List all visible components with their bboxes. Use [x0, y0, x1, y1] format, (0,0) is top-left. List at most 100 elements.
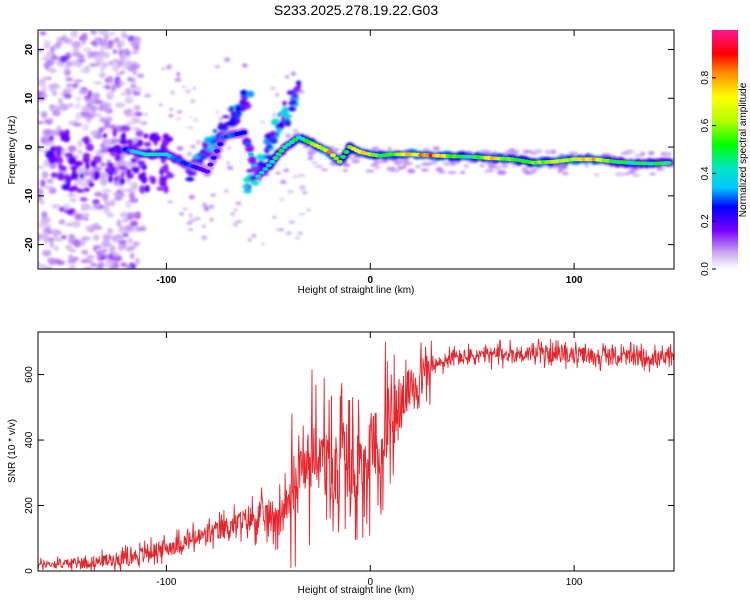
colorbar-tick-label: 0.8: [700, 70, 711, 84]
spectral-noise-cell: [51, 82, 59, 90]
spectral-energy-cell: [68, 186, 75, 193]
spectral-energy-cell: [242, 185, 250, 189]
spectral-noise-cell: [100, 205, 105, 209]
spectral-noise-cell: [101, 248, 108, 253]
spectral-energy-cell: [295, 80, 302, 86]
spectral-energy-cell: [113, 176, 119, 183]
spectral-noise-cell: [75, 51, 83, 58]
spectral-noise-cell: [135, 226, 141, 230]
spectral-noise-cell: [109, 265, 117, 269]
spectral-energy-cell: [74, 160, 83, 167]
spectral-ridge-core: [269, 159, 276, 164]
spectral-noise-cell: [283, 168, 290, 172]
spectral-energy-cell: [162, 138, 168, 145]
spectral-energy-cell: [255, 154, 263, 160]
spectral-noise-cell: [120, 173, 125, 177]
spectral-noise-cell: [49, 106, 55, 111]
spectral-noise-cell: [521, 167, 529, 171]
spectral-noise-cell: [656, 167, 665, 172]
colorbar-tick-label: 0.6: [700, 118, 711, 132]
spectral-ridge-core: [333, 156, 340, 161]
spectral-noise-cell: [215, 110, 220, 114]
spectral-energy-cell: [163, 185, 169, 194]
spectral-noise-cell: [302, 145, 308, 149]
spectral-energy-cell: [83, 187, 90, 192]
spectral-noise-cell: [62, 88, 73, 94]
spectral-noise-cell: [119, 211, 129, 219]
spectral-noise-cell: [87, 50, 93, 59]
spectral-noise-cell: [41, 110, 48, 119]
spectral-noise-cell: [107, 227, 113, 235]
spectral-noise-cell: [90, 130, 100, 137]
spectral-noise-cell: [75, 96, 82, 101]
spectral-energy-cell: [87, 181, 95, 188]
spectral-noise-cell: [128, 112, 136, 118]
spectral-energy-cell: [286, 90, 295, 96]
spectral-ridge-core: [275, 152, 282, 157]
spectral-noise-cell: [343, 163, 351, 168]
spectral-energy-cell: [130, 166, 140, 172]
spectral-noise-cell: [41, 171, 49, 179]
spectral-noise-cell: [188, 213, 193, 219]
spectral-noise-cell: [450, 161, 456, 166]
spectral-noise-cell: [133, 86, 143, 92]
snr-series-line: [38, 338, 674, 571]
spectral-ridge-core: [326, 149, 333, 154]
spectral-noise-cell: [120, 262, 127, 267]
spectral-noise-cell: [116, 62, 124, 67]
spectral-noise-cell: [137, 73, 145, 79]
spectral-noise-cell: [201, 235, 208, 241]
spectral-energy-cell: [61, 183, 71, 191]
spectral-energy-cell: [293, 86, 301, 93]
spectral-noise-cell: [107, 253, 115, 261]
spectral-noise-cell: [160, 67, 167, 70]
spectral-noise-cell: [81, 249, 89, 255]
spectral-energy-cell: [212, 129, 218, 133]
spectral-noise-cell: [86, 116, 92, 124]
spectral-noise-cell: [67, 102, 74, 108]
spectral-noise-cell: [568, 152, 575, 155]
spectral-energy-cell: [64, 152, 74, 158]
spectral-noise-cell: [130, 41, 141, 48]
spectral-noise-cell: [83, 171, 91, 177]
spectral-noise-cell: [92, 225, 103, 230]
spectral-energy-cell: [82, 157, 91, 164]
spectral-noise-cell: [182, 207, 189, 211]
spectral-noise-cell: [373, 160, 380, 165]
spectral-noise-cell: [133, 105, 141, 111]
spectral-energy-cell: [82, 152, 91, 159]
spectral-noise-cell: [298, 213, 306, 216]
spectral-noise-cell: [365, 169, 375, 173]
spectral-noise-cell: [109, 138, 120, 144]
spectral-noise-cell: [190, 98, 196, 104]
spectral-noise-cell: [663, 151, 672, 157]
spectral-noise-cell: [89, 262, 97, 268]
spectral-ridge-core: [329, 153, 336, 158]
spectral-noise-cell: [422, 147, 431, 151]
spectral-noise-cell: [284, 74, 290, 79]
spectral-energy-cell: [251, 180, 260, 186]
spectral-noise-cell: [127, 76, 133, 82]
spectral-noise-cell: [270, 86, 276, 90]
spectral-noise-cell: [121, 218, 129, 223]
spectral-energy-cell: [162, 133, 170, 141]
spectral-noise-cell: [64, 223, 73, 227]
spectral-noise-cell: [176, 146, 184, 151]
spectral-energy-cell: [138, 162, 143, 169]
spectral-noise-cell: [314, 164, 324, 169]
spectral-noise-cell: [134, 257, 140, 266]
y-tick-label: -20: [24, 237, 35, 252]
spectral-noise-cell: [342, 169, 348, 173]
spectral-noise-cell: [43, 185, 54, 190]
spectral-noise-cell: [80, 258, 89, 264]
spectral-noise-cell: [117, 42, 122, 50]
spectral-noise-cell: [129, 197, 139, 203]
spectral-noise-cell: [81, 37, 87, 46]
spectral-noise-cell: [112, 58, 118, 64]
spectral-noise-cell: [54, 245, 59, 252]
figure-title: S233.2025.278.19.22.G03: [274, 2, 438, 18]
spectral-noise-cell: [561, 171, 569, 176]
spectral-noise-cell: [73, 79, 83, 83]
spectral-noise-cell: [398, 166, 403, 170]
spectral-noise-cell: [71, 83, 79, 88]
